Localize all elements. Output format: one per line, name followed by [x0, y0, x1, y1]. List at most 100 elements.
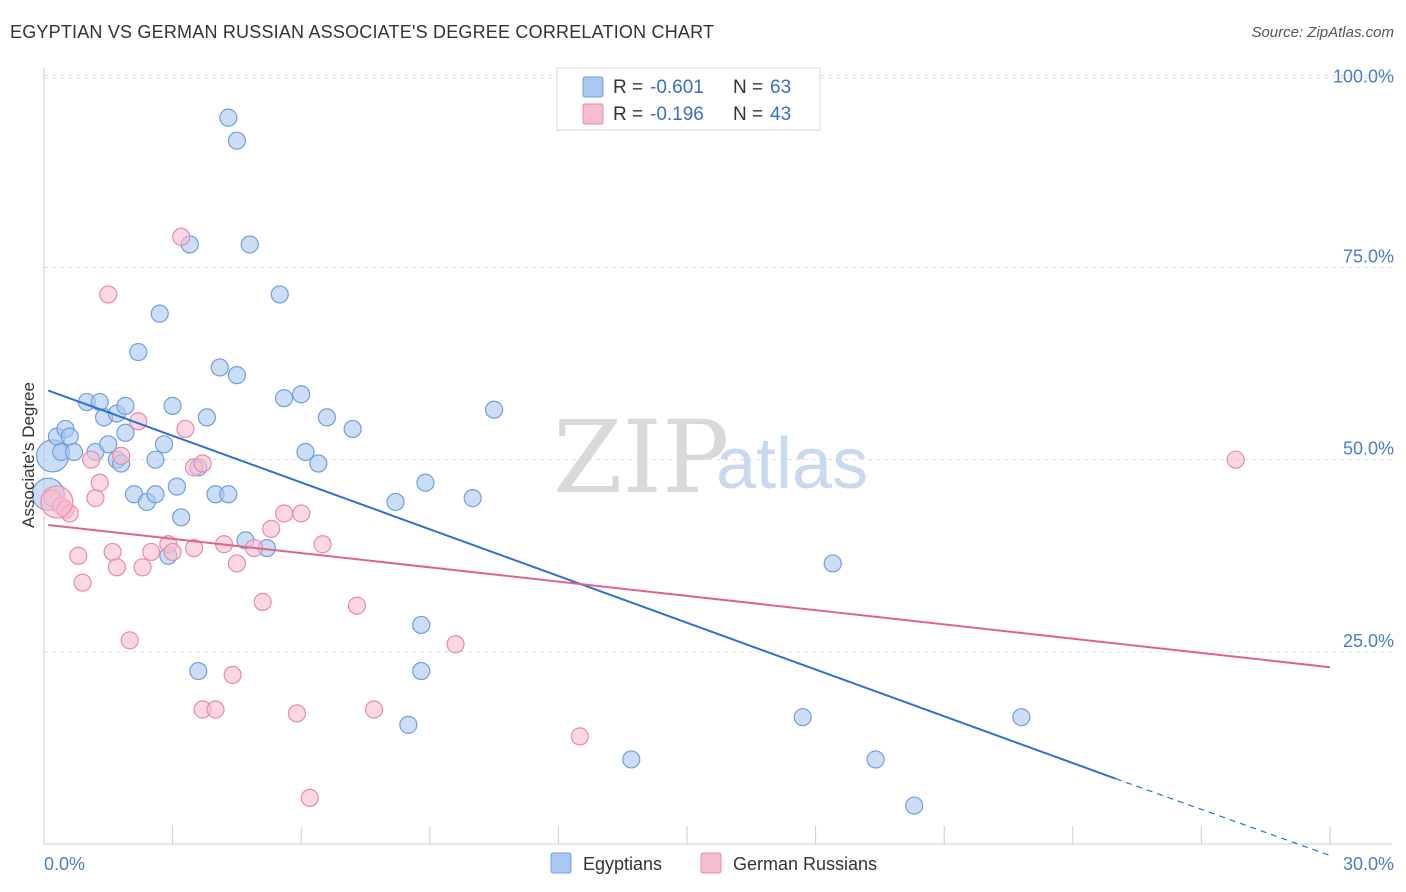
egyptian-point: [150, 304, 169, 323]
egyptian-point: [793, 708, 812, 727]
german-russian-point: [446, 635, 465, 654]
chart-title: EGYPTIAN VS GERMAN RUSSIAN ASSOCIATE'S D…: [10, 22, 715, 42]
german-russian-point: [223, 665, 242, 685]
y-tick-50: 50.0%: [1343, 439, 1394, 459]
egyptian-point: [412, 661, 431, 681]
legend-swatch-blue: [582, 76, 604, 98]
egyptian-point: [64, 442, 84, 462]
german-russian-point: [364, 700, 384, 719]
german-russian-point: [133, 558, 152, 577]
egyptian-point: [146, 485, 165, 504]
legend-r-value-2: -0.196: [650, 104, 704, 125]
german-russian-point: [347, 596, 367, 615]
egyptian-point: [197, 408, 216, 427]
german-russian-point: [73, 573, 92, 592]
german-russian-point: [86, 489, 105, 508]
egyptian-point: [866, 750, 885, 769]
egyptian-point: [399, 715, 418, 734]
egyptian-point: [219, 485, 238, 504]
egyptian-point: [292, 385, 311, 404]
chart-source: Source: ZipAtlas.com: [1251, 24, 1394, 41]
series-swatch-egyptians: [550, 852, 572, 874]
watermark-zip: ZIP: [553, 399, 729, 516]
y-tick-25: 25.0%: [1343, 631, 1394, 651]
german-russian-point: [99, 285, 118, 304]
egyptian-point: [219, 108, 238, 127]
legend-r-label-1: R =: [613, 77, 643, 98]
correlation-legend: R = -0.601 N = 63 R = -0.196 N = 43: [556, 67, 821, 131]
series-legend: Egyptians German Russians: [550, 852, 877, 874]
legend-n-label-2: N =: [733, 104, 763, 125]
egyptian-point: [210, 358, 229, 377]
german-russian-point: [172, 227, 191, 246]
egyptian-point: [240, 235, 259, 254]
egyptian-point: [172, 508, 191, 527]
german-russian-point: [227, 554, 246, 573]
series-label-german-russians: German Russians: [733, 854, 877, 874]
egyptian-point: [60, 427, 79, 446]
grid-lines: [44, 74, 1392, 653]
egyptian-point: [163, 396, 182, 415]
german-russian-point: [262, 519, 281, 538]
egyptian-point: [227, 366, 246, 385]
y-tick-labels: 25.0% 50.0% 75.0% 100.0%: [1333, 66, 1394, 650]
legend-n-value-2: 43: [770, 104, 791, 125]
egyptian-point: [905, 796, 924, 815]
german-russian-point: [292, 504, 311, 523]
egyptian-point: [129, 342, 148, 362]
german-russian-point: [253, 592, 272, 611]
egyptian-point: [463, 489, 482, 508]
egyptian-point: [167, 477, 186, 496]
german-russian-point: [90, 473, 109, 492]
watermark-atlas: atlas: [716, 424, 868, 504]
egyptian-point: [227, 131, 246, 150]
german-russian-point: [40, 485, 74, 519]
egyptian-point: [154, 435, 174, 454]
german-russian-point: [274, 504, 294, 523]
german-russian-point: [176, 419, 195, 439]
german-russian-point: [82, 450, 101, 469]
german-russian-point: [313, 535, 332, 554]
egyptian-point: [386, 492, 405, 512]
series-label-egyptians: Egyptians: [583, 854, 662, 874]
x-tick-max: 30.0%: [1343, 854, 1394, 874]
german-russian-point: [287, 704, 307, 723]
egyptian-point: [622, 750, 641, 769]
egyptian-point: [412, 615, 431, 635]
legend-n-value-1: 63: [770, 77, 791, 98]
series-swatch-german-russians: [700, 852, 722, 874]
egyptian-point: [116, 423, 135, 442]
german-russian-point: [69, 546, 88, 565]
german-russian-point: [300, 788, 319, 807]
german-russian-point: [112, 446, 131, 465]
egyptian-trend-extension: [1115, 778, 1331, 857]
egyptian-point: [99, 435, 118, 454]
egyptian-point: [485, 400, 504, 419]
egyptian-point: [823, 554, 842, 573]
egyptian-point: [343, 419, 362, 439]
german-russian-point: [193, 454, 212, 473]
german-russian-point: [120, 631, 139, 650]
egyptian-point: [317, 408, 337, 427]
y-tick-75: 75.0%: [1343, 247, 1394, 267]
german-russian-point: [1226, 450, 1245, 469]
legend-swatch-pink: [582, 103, 604, 125]
german-russian-point: [206, 700, 225, 719]
x-tick-min: 0.0%: [44, 854, 85, 874]
german-russian-point: [184, 538, 204, 558]
egyptian-point: [416, 473, 435, 492]
egyptian-point: [274, 389, 294, 408]
german-russian-point: [103, 542, 122, 562]
legend-n-label-1: N =: [733, 77, 763, 98]
legend-r-label-2: R =: [613, 104, 643, 125]
trend-lines: [47, 389, 1331, 857]
german-russian-point: [107, 558, 126, 577]
egyptian-point: [270, 285, 289, 304]
egyptian-point: [296, 442, 315, 462]
german-russian-point: [570, 727, 589, 746]
egyptian-point: [189, 661, 208, 681]
legend-r-value-1: -0.601: [650, 77, 704, 98]
german-russian-point: [163, 542, 182, 562]
egyptian-point: [1012, 708, 1031, 727]
